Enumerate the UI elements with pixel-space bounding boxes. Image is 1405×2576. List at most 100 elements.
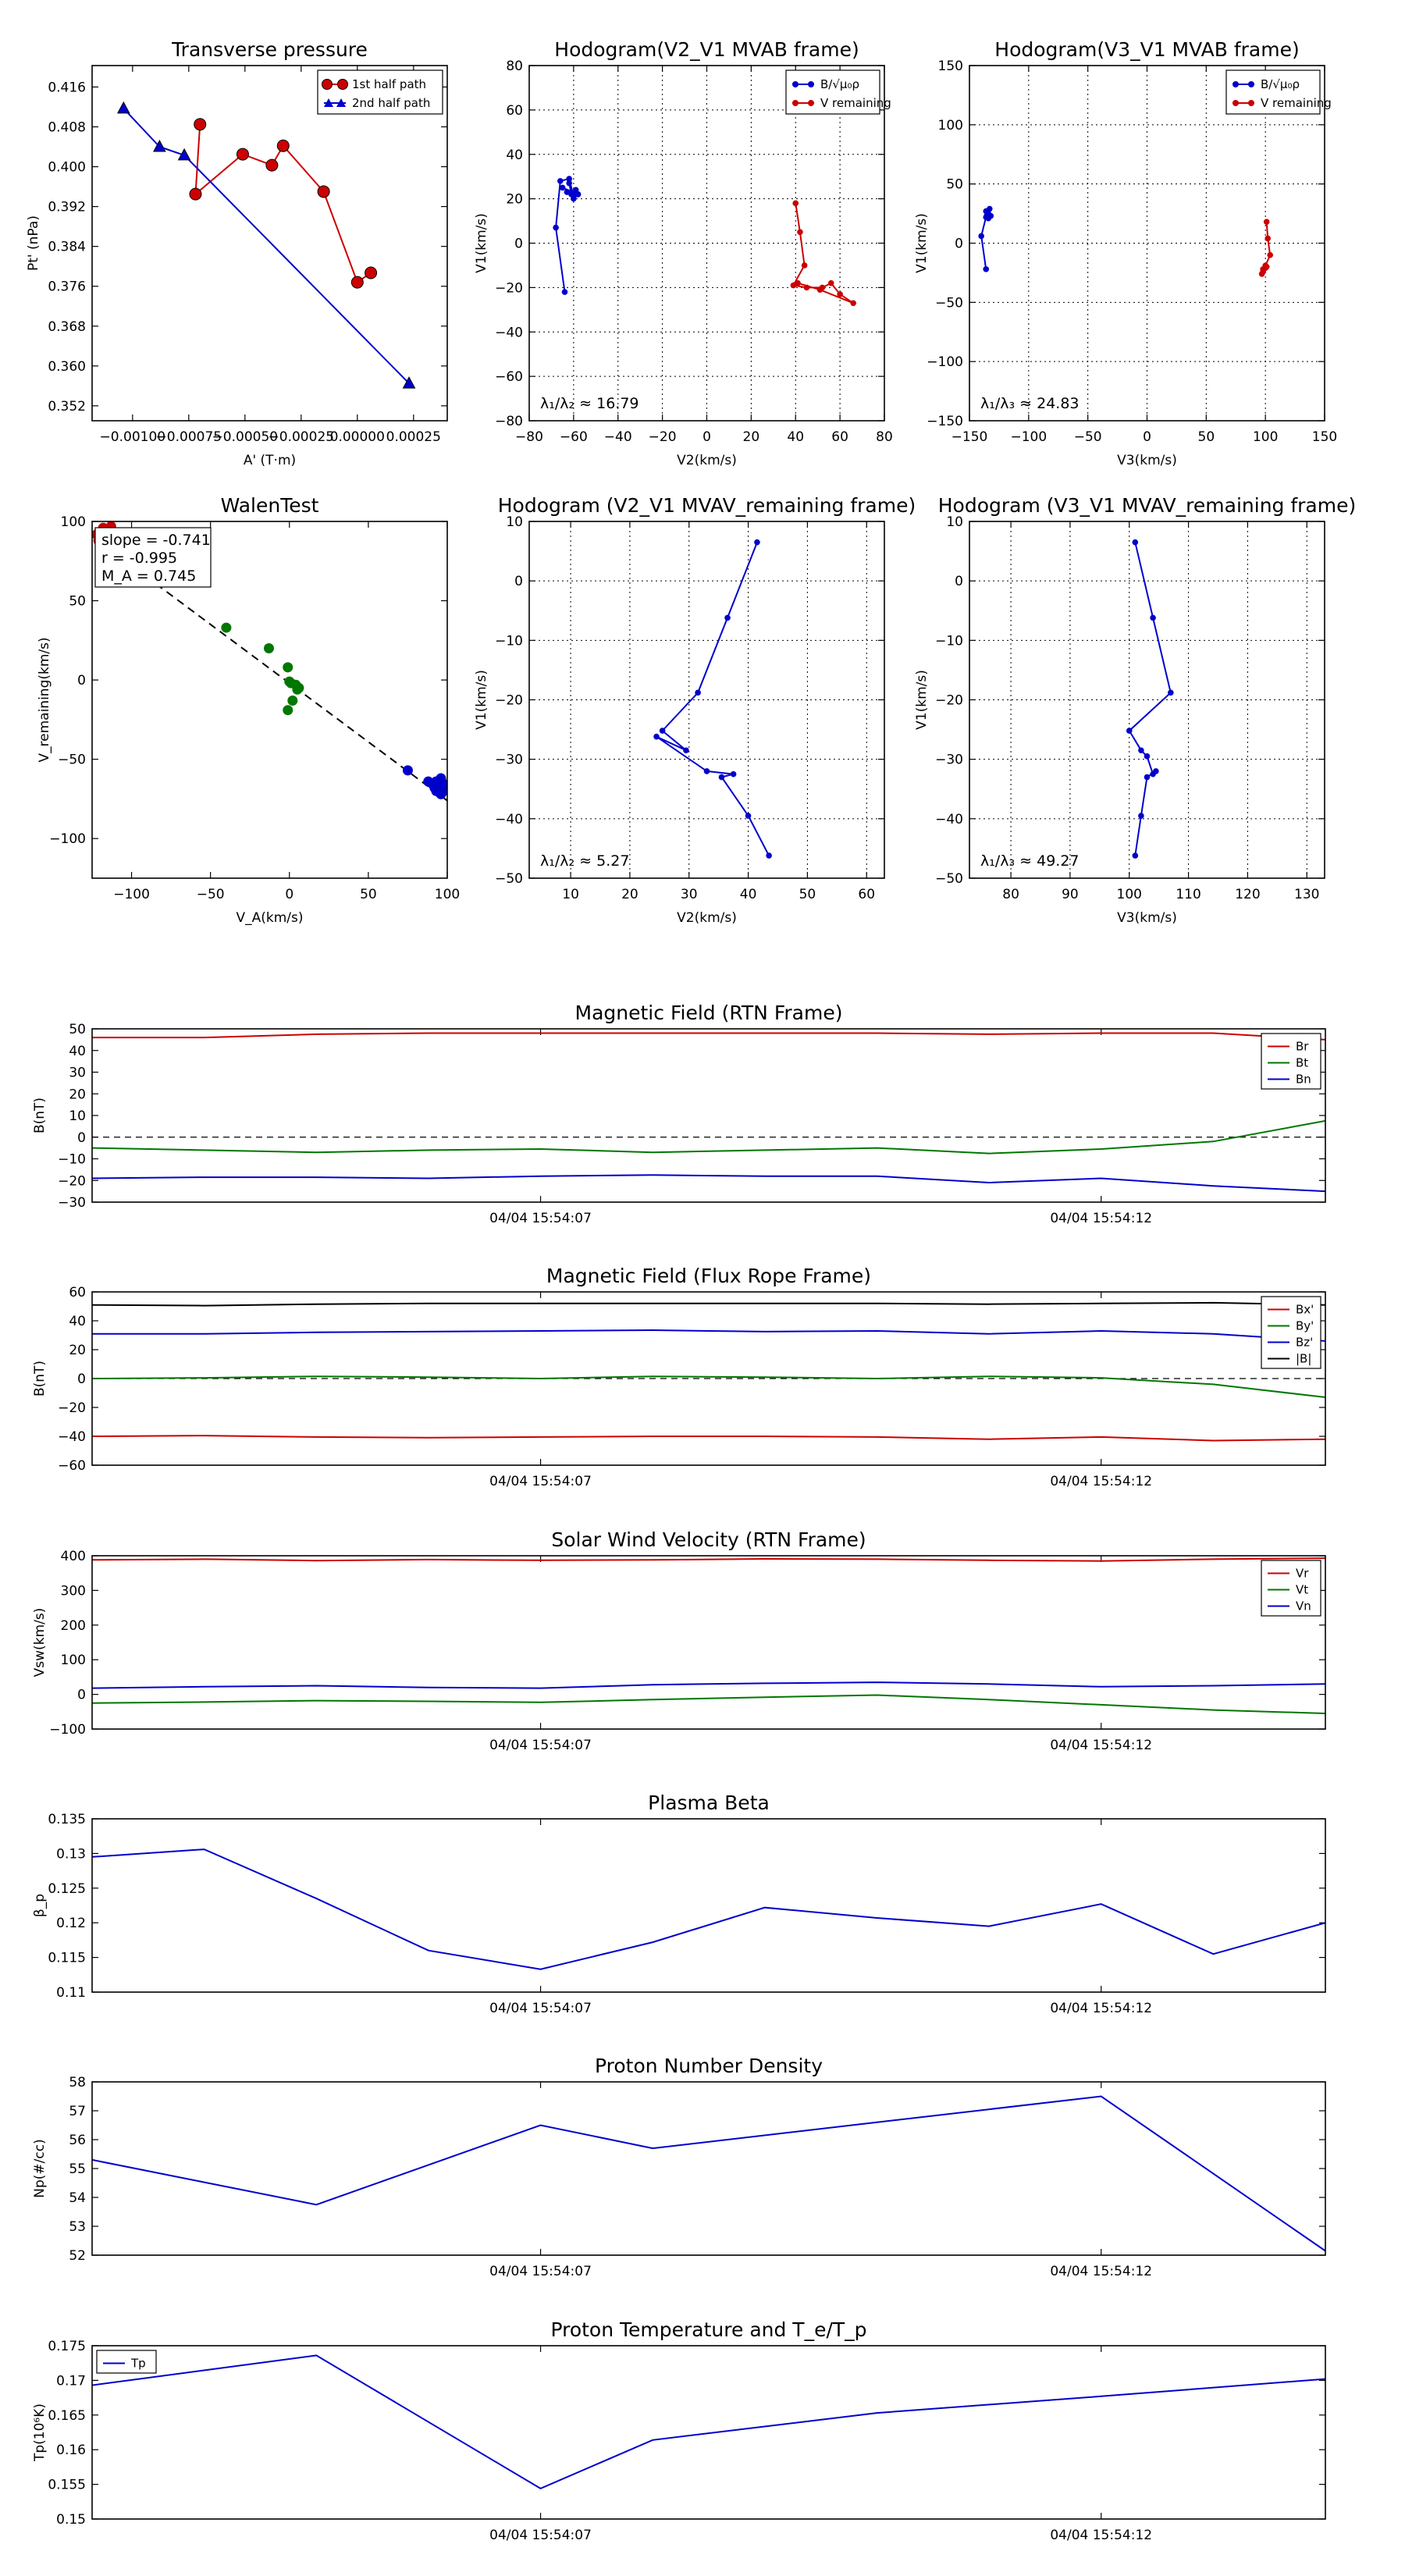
legend-label: Vt <box>1296 1583 1308 1597</box>
y-tick-label: −10 <box>935 633 963 649</box>
data-point <box>1144 774 1151 781</box>
x-tick-label: −50 <box>1074 429 1102 445</box>
x-tick-label: 04/04 15:54:12 <box>1050 2001 1152 2016</box>
legend-box <box>1225 69 1321 115</box>
y-tick-label: −100 <box>49 831 86 847</box>
data-point <box>350 276 364 289</box>
y-axis-label: B(nT) <box>32 1361 48 1397</box>
x-tick-label: 60 <box>831 429 848 445</box>
y-tick-label: −50 <box>58 753 86 768</box>
y-axis-label: Vsw(km/s) <box>32 1608 48 1678</box>
data-point <box>816 286 823 294</box>
y-tick-label: 0 <box>77 1372 86 1387</box>
stats-line: slope = -0.741 <box>101 532 211 549</box>
y-tick-label: 40 <box>69 1314 86 1329</box>
y-tick-label: 10 <box>946 514 963 530</box>
plot-frame <box>91 1028 1326 1203</box>
y-tick-label: −10 <box>58 1152 86 1168</box>
plot-frame <box>91 521 448 879</box>
chart-title: Plasma Beta <box>648 1791 770 1814</box>
legend: 1st half path 2nd half path <box>317 69 443 115</box>
data-point <box>754 539 760 546</box>
data-point <box>293 682 304 693</box>
data-point <box>659 728 666 734</box>
x-tick-label: −0.00100 <box>100 429 166 445</box>
y-tick-label: −100 <box>927 354 963 370</box>
legend-label: Tp <box>130 2357 146 2371</box>
y-tick-label: 58 <box>69 2075 86 2090</box>
y-tick-label: 0.115 <box>48 1951 86 1966</box>
y-tick-label: 20 <box>506 192 523 208</box>
y-tick-label: 0.15 <box>56 2512 86 2528</box>
plot-area <box>92 2354 1325 2490</box>
legend: B/√μ₀ρ V remaining <box>785 69 891 115</box>
chart-title: Solar Wind Velocity (RTN Frame) <box>551 1528 866 1551</box>
x-tick-label: −0.00075 <box>156 429 222 445</box>
data-point <box>283 662 293 673</box>
series-1st-half-path-line <box>194 124 372 284</box>
legend-label: Bx' <box>1296 1303 1314 1317</box>
y-tick-label: 50 <box>69 1022 86 1037</box>
data-point <box>116 101 130 114</box>
y-tick-label: −40 <box>58 1429 86 1445</box>
y-tick-label: −60 <box>495 369 523 385</box>
data-point <box>718 774 725 781</box>
legend-marker <box>324 98 333 107</box>
y-tick-label: 0.376 <box>48 279 86 295</box>
y-tick-label: 0 <box>514 237 523 252</box>
x-tick-label: 80 <box>1002 887 1019 902</box>
y-tick-label: 100 <box>61 1653 86 1668</box>
y-tick-label: −50 <box>495 871 523 887</box>
chart-title: Proton Temperature and T_e/T_p <box>550 2318 866 2341</box>
data-point <box>574 191 582 197</box>
y-tick-label: 400 <box>61 1549 86 1564</box>
plot-area <box>92 1848 1325 1970</box>
y-tick-label: 60 <box>69 1285 86 1300</box>
data-point <box>568 191 574 197</box>
series-vt-line <box>92 1694 1325 1714</box>
y-tick-label: −10 <box>495 633 523 649</box>
legend: Tp <box>96 2350 157 2374</box>
x-tick-label: 30 <box>681 887 698 902</box>
legend-label: Vn <box>1296 1599 1311 1614</box>
y-tick-label: −100 <box>49 1722 86 1738</box>
data-point <box>724 614 731 621</box>
chart-title: Hodogram(V2_V1 MVAB frame) <box>554 38 859 61</box>
y-tick-label: 50 <box>946 177 963 193</box>
data-point <box>1138 813 1144 819</box>
y-tick-label: 53 <box>69 2219 86 2235</box>
x-tick-label: 04/04 15:54:12 <box>1050 1211 1152 1226</box>
data-point <box>564 189 571 195</box>
y-tick-label: 0 <box>514 574 523 589</box>
x-tick-label: −100 <box>113 887 150 902</box>
data-point <box>1263 219 1270 226</box>
y-tick-label: 0.11 <box>56 1985 86 2001</box>
legend-box <box>1261 1560 1321 1617</box>
plot-frame <box>969 65 1325 422</box>
legend: Vr Vt Vn <box>1261 1560 1321 1617</box>
data-point <box>850 300 856 307</box>
x-tick-label: 100 <box>1117 887 1142 902</box>
y-tick-label: 50 <box>69 594 86 610</box>
y-tick-label: 20 <box>69 1343 86 1358</box>
legend-box <box>96 2350 157 2374</box>
x-tick-label: −100 <box>1010 429 1047 445</box>
chart-title: Transverse pressure <box>171 38 368 61</box>
x-tick-label: −0.00050 <box>212 429 279 445</box>
y-tick-label: −40 <box>935 812 963 827</box>
y-tick-label: 57 <box>69 2104 86 2119</box>
legend-marker <box>808 100 814 106</box>
data-point <box>827 279 834 286</box>
data-point <box>566 180 572 187</box>
y-axis-label: B(nT) <box>32 1098 48 1133</box>
y-tick-label: −30 <box>58 1195 86 1211</box>
plot-area <box>653 539 772 859</box>
data-point <box>439 782 447 793</box>
y-axis-label: Np(#/cc) <box>32 2139 48 2197</box>
data-point <box>561 289 568 295</box>
transverse-pressure-chart: Transverse pressure −0.00100−0.00075−0.00… <box>26 38 448 468</box>
data-point <box>978 233 984 240</box>
x-axis-label: V2(km/s) <box>677 453 737 468</box>
series-bx-line <box>92 1435 1325 1442</box>
chart-title: Proton Number Density <box>595 2055 823 2077</box>
